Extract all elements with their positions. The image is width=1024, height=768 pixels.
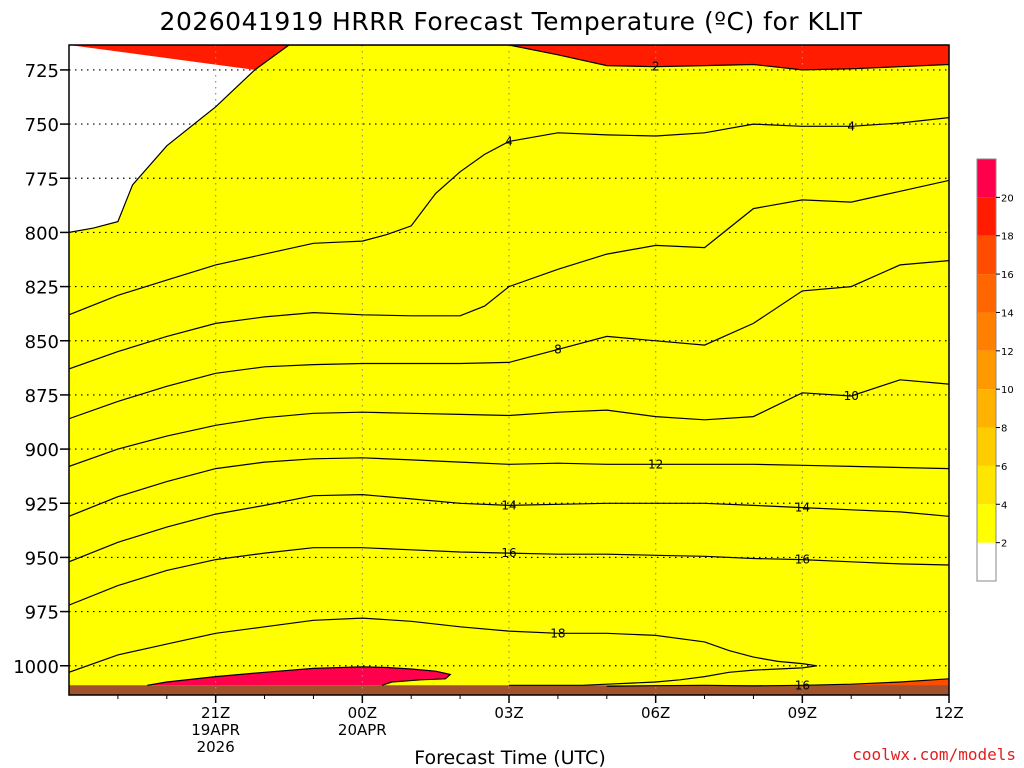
isotherm-4 <box>69 117 949 316</box>
x-tick-label-15-0: 09Z <box>788 704 817 722</box>
band-above-20-pocket <box>147 666 451 686</box>
isotherm-8 <box>69 260 949 420</box>
y-tick-label-850: 850 <box>25 332 59 353</box>
isotherm-lines <box>69 45 949 687</box>
isotherm-label-14: 14 <box>795 501 810 515</box>
isotherm-label-16: 16 <box>795 553 810 567</box>
colorbar-label-20: 20 <box>1001 193 1014 204</box>
isotherm-label-12: 12 <box>648 457 663 471</box>
isotherm-16 <box>69 547 949 606</box>
colorbar-swatch-3 <box>977 427 996 466</box>
isotherm-label-16: 16 <box>795 678 810 692</box>
colorbar-swatch-4 <box>977 389 996 428</box>
y-tick-label-825: 825 <box>25 278 59 299</box>
isotherm-label-4: 4 <box>505 134 513 148</box>
plot-area <box>69 45 949 695</box>
colorbar-swatch-1 <box>977 504 996 543</box>
colorbar-label-4: 4 <box>1001 500 1007 511</box>
isotherm-label-10: 10 <box>844 389 859 403</box>
colorbar-label-2: 2 <box>1001 539 1007 550</box>
x-tick-label-3-0: 21Z <box>201 704 230 722</box>
colorbar-frame <box>976 158 997 582</box>
colorbar-swatch-6 <box>977 312 996 351</box>
colorbar-swatch-0 <box>977 542 996 581</box>
isotherm-label-4: 4 <box>847 119 855 133</box>
isotherm-label-2: 2 <box>652 60 660 74</box>
x-tick-label-12-0: 06Z <box>641 704 670 722</box>
y-tick-label-750: 750 <box>25 115 59 136</box>
isotherm-16-b <box>606 678 949 687</box>
x-tick-label-9-0: 03Z <box>494 704 523 722</box>
y-tick-label-800: 800 <box>25 223 59 244</box>
colorbar-label-18: 18 <box>1001 232 1014 243</box>
y-axis: 725 750 775 800 825 850 875 900 925 950 975 1000 <box>13 61 69 678</box>
surface-ground <box>69 685 949 695</box>
x-tick-label-6-1: 20APR <box>338 721 387 739</box>
isotherm-20-b <box>147 666 452 686</box>
x-tick-label-6-0: 00Z <box>348 704 377 722</box>
y-tick-label-1000: 1000 <box>13 657 59 678</box>
colorbar-swatch-2 <box>977 465 996 505</box>
isotherm-12 <box>69 457 949 517</box>
colorbar-label-16: 16 <box>1001 270 1014 281</box>
x-tick-label-3-2: 2026 <box>197 738 235 756</box>
colorbar-label-10: 10 <box>1001 385 1014 396</box>
isotherm-labels: 2 4 4 8 10 12 14 14 16 16 18 16 <box>501 60 859 693</box>
isotherm-10 <box>69 379 949 467</box>
isotherm-label-14: 14 <box>501 498 516 512</box>
colorbar-swatch-10 <box>977 159 996 198</box>
colorbar-swatch-9 <box>977 197 996 236</box>
isotherm-label-8: 8 <box>554 342 562 356</box>
isotherm-label-16: 16 <box>501 546 516 560</box>
band-below-2 <box>69 45 255 233</box>
y-tick-label-875: 875 <box>25 386 59 407</box>
colorbar-label-8: 8 <box>1001 424 1007 435</box>
chart-title: 2026041919 HRRR Forecast Temperature (ºC… <box>160 7 863 36</box>
y-tick-label-925: 925 <box>25 494 59 515</box>
colorbar-label-14: 14 <box>1001 308 1014 319</box>
credit-text: coolwx.com/models <box>852 745 1016 764</box>
isotherm-label-18: 18 <box>550 626 565 640</box>
y-tick-label-725: 725 <box>25 61 59 82</box>
colorbar-swatch-5 <box>977 350 996 390</box>
y-tick-label-950: 950 <box>25 548 59 569</box>
x-axis-label: Forecast Time (UTC) <box>414 747 605 768</box>
colorbar-label-6: 6 <box>1001 462 1007 473</box>
x-tick-label-3-1: 19APR <box>191 721 240 739</box>
y-tick-label-900: 900 <box>25 440 59 461</box>
isotherm-6 <box>69 179 949 370</box>
isotherm-2 <box>69 45 949 233</box>
x-tick-label-18-0: 12Z <box>934 704 963 722</box>
colorbar-label-12: 12 <box>1001 347 1014 358</box>
colorbar: 2 4 6 8 10 12 14 16 18 20 <box>976 158 1014 582</box>
colorbar-swatch-7 <box>977 274 996 313</box>
isotherm-18 <box>69 617 818 686</box>
isotherm-14 <box>69 493 949 563</box>
y-tick-label-975: 975 <box>25 603 59 624</box>
colorbar-swatch-8 <box>977 235 996 275</box>
y-tick-label-775: 775 <box>25 169 59 190</box>
